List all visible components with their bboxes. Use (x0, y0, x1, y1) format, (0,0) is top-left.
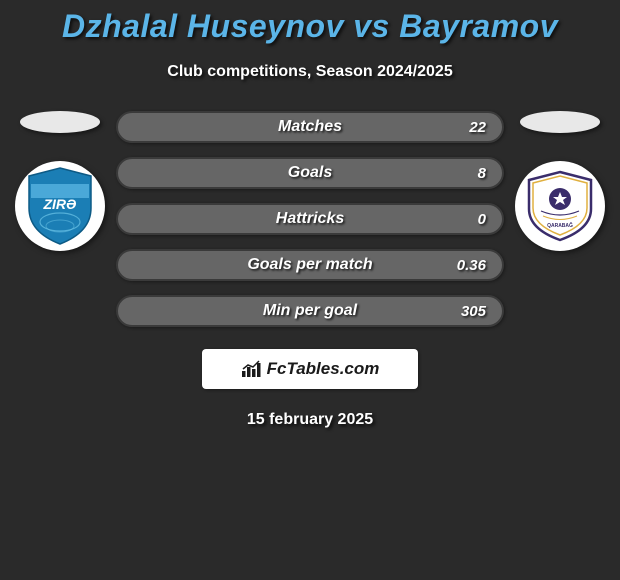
svg-text:QARABAĞ: QARABAĞ (547, 221, 573, 229)
date-label: 15 february 2025 (0, 411, 620, 429)
brand-label: FcTables.com (267, 359, 380, 379)
subtitle: Club competitions, Season 2024/2025 (0, 63, 620, 81)
stat-value: 305 (461, 303, 486, 320)
stat-row: Min per goal 305 (116, 295, 504, 327)
stat-label: Goals per match (247, 256, 372, 274)
stat-label: Min per goal (263, 302, 357, 320)
right-player-avatar-placeholder (520, 111, 600, 133)
stat-row: Goals per match 0.36 (116, 249, 504, 281)
right-player-column: QARABAĞ (510, 111, 610, 251)
svg-text:ZIRƏ: ZIRƏ (42, 196, 77, 212)
stat-label: Goals (288, 164, 332, 182)
left-player-avatar-placeholder (20, 111, 100, 133)
stat-value: 8 (478, 165, 486, 182)
stat-value: 0 (478, 211, 486, 228)
stat-value: 22 (469, 119, 486, 136)
zira-logo-icon: ZIRƏ (25, 166, 95, 246)
stat-row: Matches 22 (116, 111, 504, 143)
stat-value: 0.36 (457, 257, 486, 274)
stat-label: Matches (278, 118, 342, 136)
stat-label: Hattricks (276, 210, 344, 228)
right-club-logo: QARABAĞ (515, 161, 605, 251)
page-title: Dzhalal Huseynov vs Bayramov (0, 0, 620, 45)
stat-row: Goals 8 (116, 157, 504, 189)
comparison-row: ZIRƏ Matches 22 Goals 8 Hattricks 0 Goal… (0, 111, 620, 327)
chart-icon (241, 360, 263, 378)
qarabag-logo-icon: QARABAĞ (523, 169, 597, 243)
left-player-column: ZIRƏ (10, 111, 110, 251)
brand-box[interactable]: FcTables.com (202, 349, 418, 389)
left-club-logo: ZIRƏ (15, 161, 105, 251)
stat-row: Hattricks 0 (116, 203, 504, 235)
stats-column: Matches 22 Goals 8 Hattricks 0 Goals per… (110, 111, 510, 327)
